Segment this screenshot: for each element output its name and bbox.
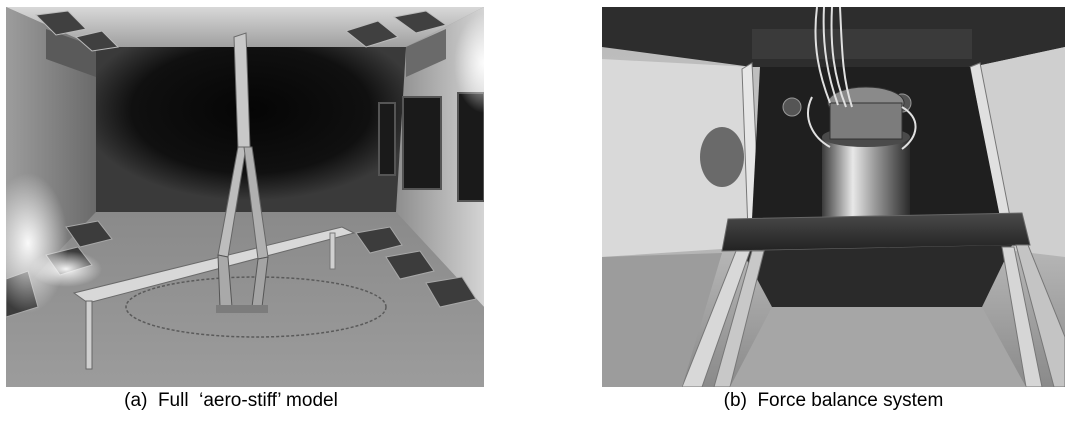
panel-b: (b) Force balance system — [602, 7, 1065, 411]
caption-b: (b) Force balance system — [723, 390, 944, 411]
force-balance-photo — [602, 7, 1065, 387]
wind-tunnel-model-photo — [6, 7, 484, 387]
panel-a: (a) Full ‘aero-stiff’ model — [6, 7, 484, 411]
caption-a: (a) Full ‘aero-stiff’ model — [124, 390, 338, 411]
